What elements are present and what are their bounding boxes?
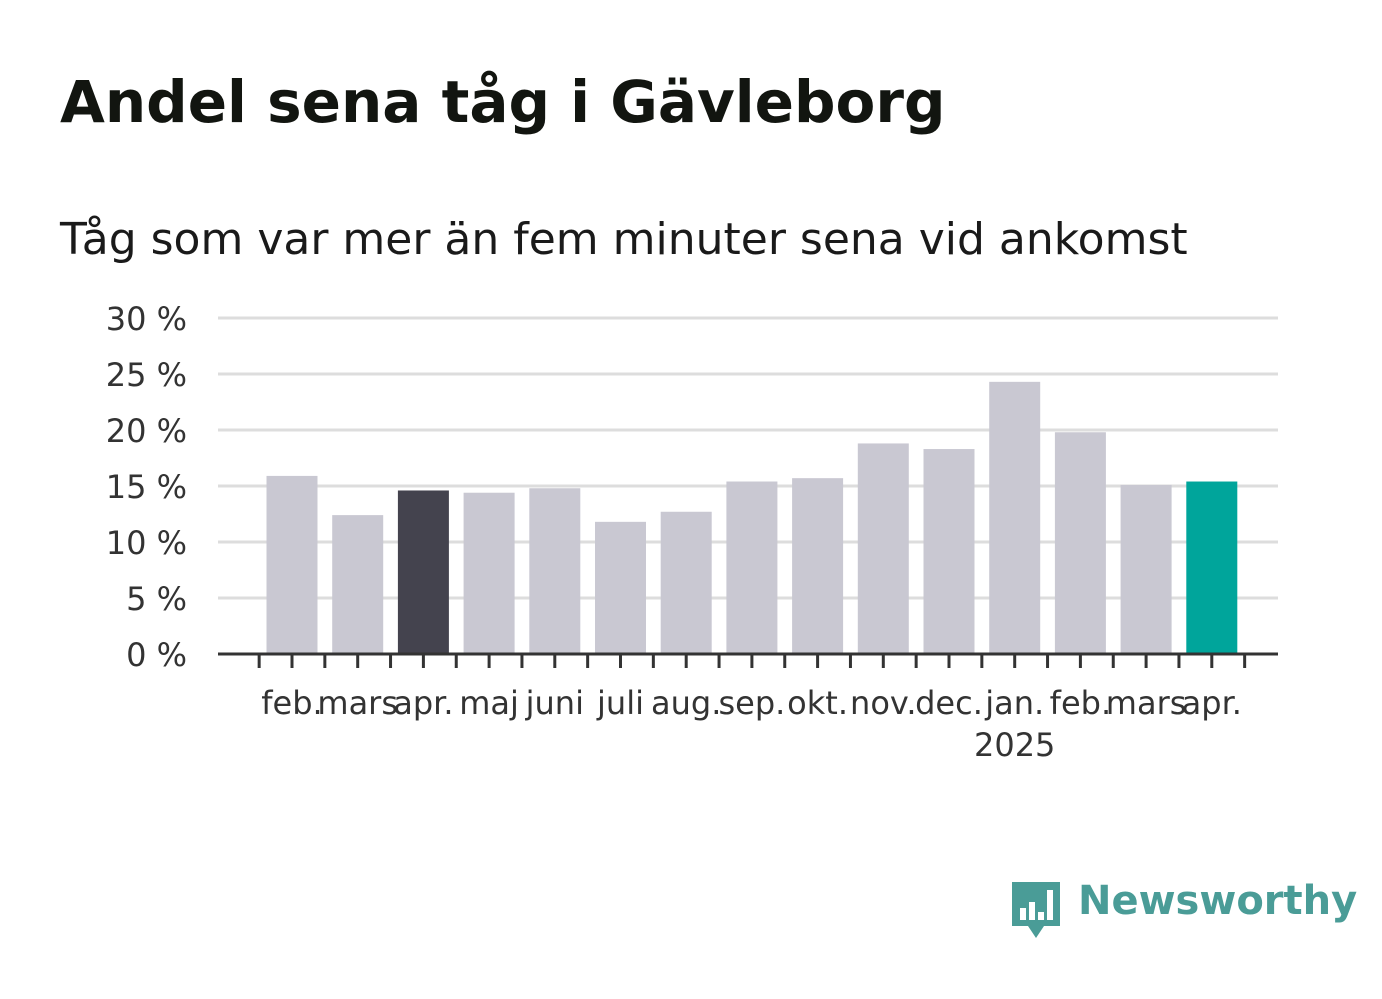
bar-15-apr: [1186, 481, 1238, 654]
y-tick-label: 10 %: [106, 524, 187, 562]
bar-8-sep: [726, 481, 778, 654]
x-tick-label: aug.: [651, 684, 721, 722]
y-tick-label: 5 %: [126, 580, 187, 618]
bar-6-juli: [595, 521, 646, 654]
bar-12-jan: [989, 381, 1041, 654]
x-tick-label: jan.: [984, 684, 1044, 722]
x-tick-label: mars: [317, 684, 398, 722]
x-tick-label: okt.: [787, 684, 848, 722]
chart-subtitle: Tåg som var mer än fem minuter sena vid …: [60, 214, 1188, 265]
x-tick-label: apr.: [393, 684, 453, 722]
x-tick-label: feb.: [1050, 684, 1111, 722]
bar-2-mars: [332, 515, 384, 654]
year-label: 2025: [974, 726, 1055, 764]
x-tick-label: juni: [525, 684, 584, 722]
x-tick-label: juli: [596, 684, 644, 722]
bars: [266, 381, 1238, 654]
bar-chart-speech-bubble-icon: [1012, 882, 1060, 938]
bar-4-maj: [463, 492, 515, 654]
newsworthy-logo: Newsworthy: [1010, 876, 1357, 946]
bar-7-aug: [660, 511, 712, 654]
y-tick-label: 30 %: [106, 300, 187, 338]
y-tick-label: 0 %: [126, 636, 187, 674]
bar-13-feb: [1054, 432, 1106, 654]
x-tick-label: feb.: [261, 684, 322, 722]
x-tick-label: dec.: [915, 684, 983, 722]
y-tick-label: 25 %: [106, 356, 187, 394]
y-tick-label: 15 %: [106, 468, 187, 506]
bar-14-mars: [1120, 484, 1172, 654]
bar-5-juni: [529, 488, 581, 654]
x-tick-label: sep.: [718, 684, 785, 722]
y-tick-label: 20 %: [106, 412, 187, 450]
bar-9-okt: [792, 478, 844, 654]
x-tick-label: nov.: [850, 684, 916, 722]
bar-10-nov: [857, 443, 909, 654]
bar-3-apr: [397, 490, 449, 654]
x-tick-label: apr.: [1182, 684, 1242, 722]
x-axis: [218, 652, 1278, 668]
chart-title: Andel sena tåg i Gävleborg: [60, 68, 946, 136]
brand-name: Newsworthy: [1078, 878, 1358, 924]
y-axis-labels: 0 % 5 % 10 % 15 % 20 % 25 % 30 %: [106, 300, 187, 674]
bar-11-dec: [923, 449, 975, 654]
x-tick-label: maj: [459, 684, 519, 722]
x-tick-label: mars: [1106, 684, 1187, 722]
bar-1-feb: [266, 475, 318, 654]
